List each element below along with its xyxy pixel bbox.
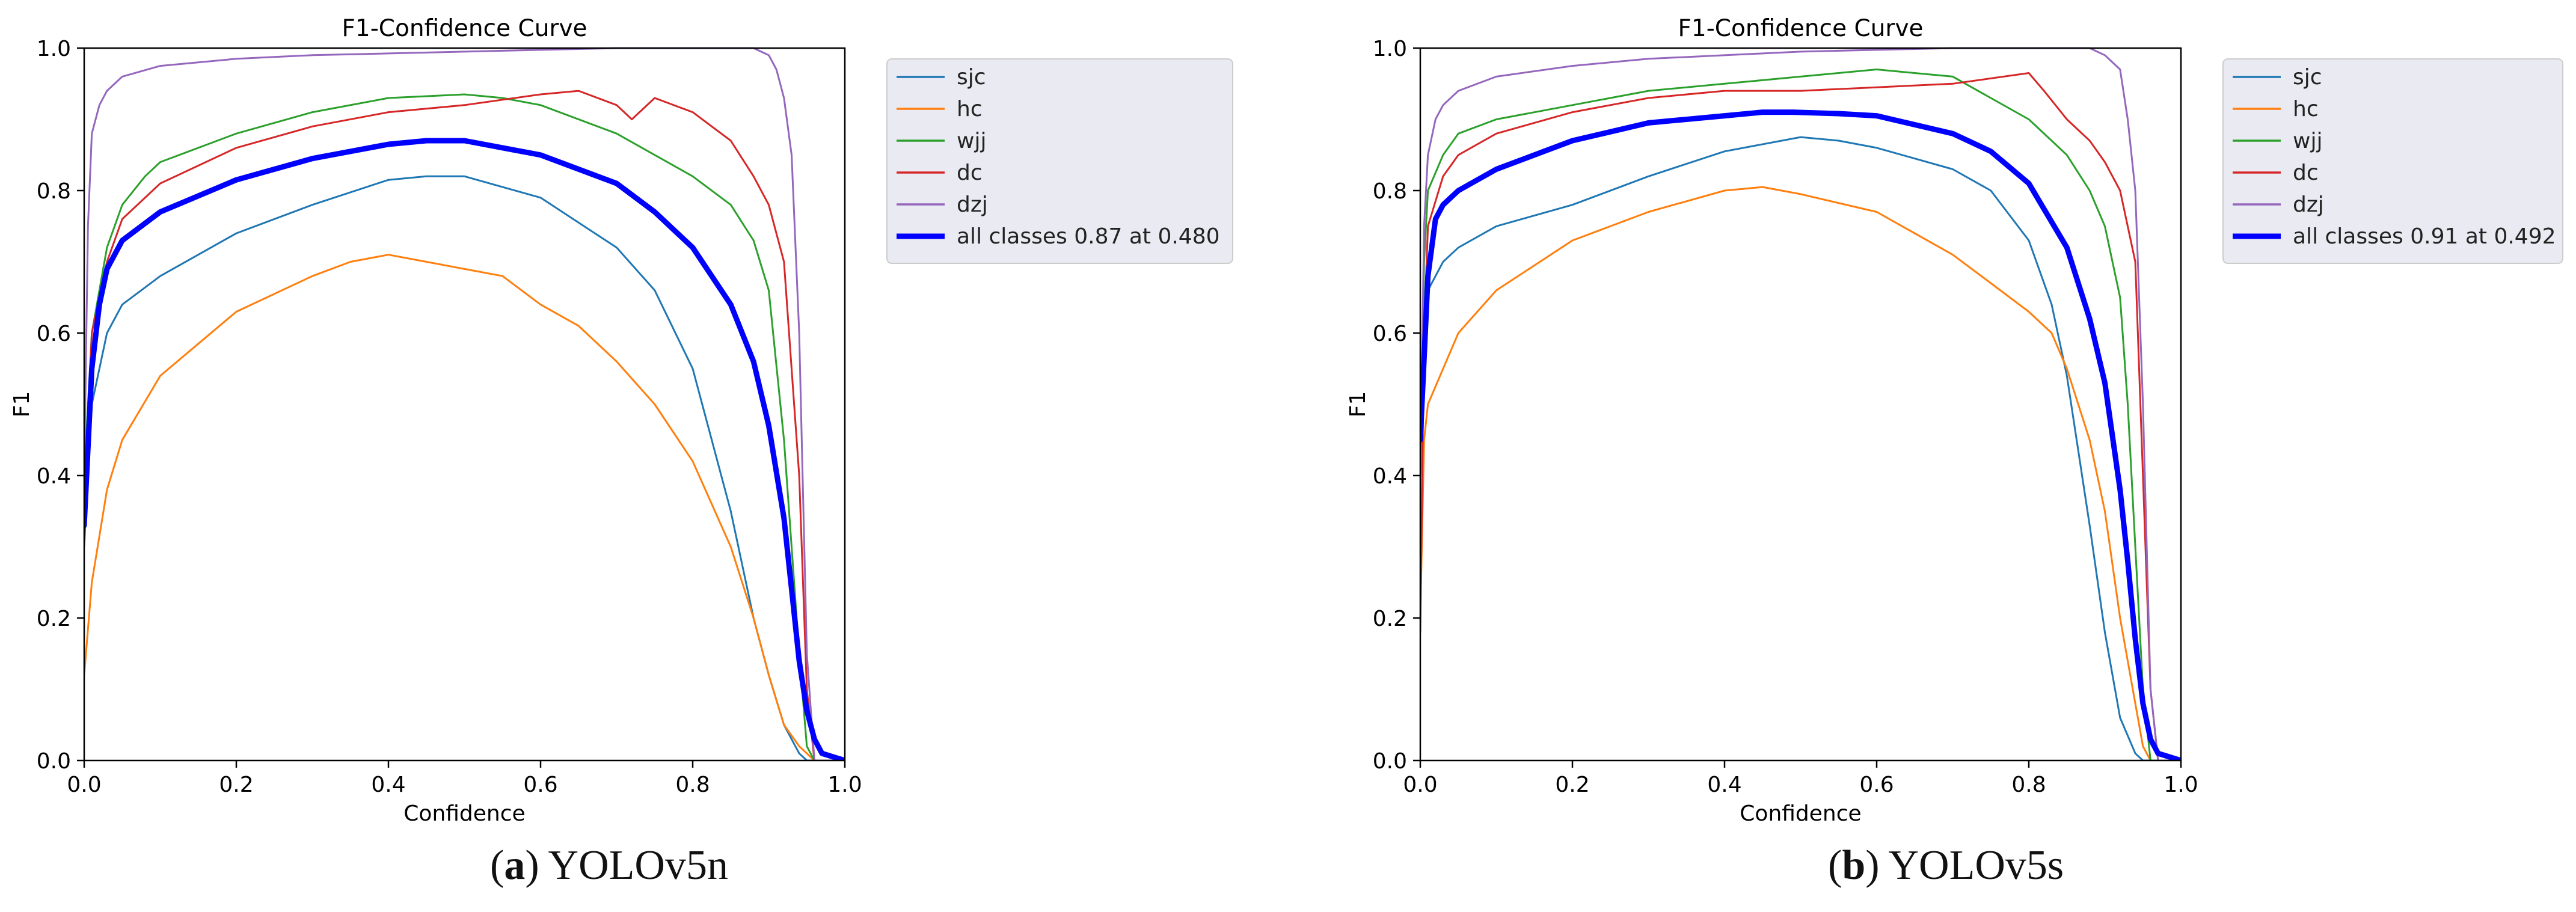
x-tick-label: 0.0: [67, 773, 101, 797]
y-tick-label: 1.0: [1373, 37, 1407, 61]
legend-label: all classes 0.87 at 0.480: [957, 224, 1220, 249]
series-line-hc: [1420, 186, 2181, 761]
legend-label: hc: [957, 97, 983, 121]
legend-box: [2222, 58, 2563, 264]
chart-panel-a: 0.0 0.2 0.4 0.6 0.8 1.0 0.0 0.2 0.4 0.6 0.8 1.0 F1-C…: [10, 15, 1233, 889]
f1-confidence-chart-a: 0.0 0.2 0.4 0.6 0.8 1.0 0.0 0.2 0.4 0.6 0.8 1.0 F1-C…: [10, 15, 1233, 826]
series-group: [1420, 47, 2181, 761]
y-tick-label: 0.4: [1373, 464, 1407, 489]
legend-label: dzj: [2293, 192, 2324, 217]
y-tick-label: 0.0: [1373, 749, 1407, 774]
y-tick-label: 0.2: [1373, 607, 1407, 631]
chart-title: F1-Confidence Curve: [1678, 15, 1923, 42]
x-tick-label: 0.4: [371, 773, 405, 797]
x-tick-label: 0.6: [1859, 773, 1894, 797]
caption-b-letter: b: [1842, 842, 1866, 889]
chart-panel-b: 0.0 0.2 0.4 0.6 0.8 1.0 0.0 0.2 0.4 0.6 0.8 1.0 F1-C…: [1336, 0, 2576, 912]
series-line-dc: [84, 90, 845, 761]
y-tick-label: 0.6: [1373, 322, 1407, 346]
y-axis-label: F1: [10, 391, 34, 418]
x-tick-label: 0.8: [2011, 773, 2046, 797]
axes-frame: [83, 47, 846, 762]
y-tick-label: 0.8: [1373, 179, 1407, 204]
y-tick-label: 0.6: [37, 322, 71, 346]
legend-label: all classes 0.91 at 0.492: [2293, 224, 2556, 249]
x-axis-label: Confidence: [403, 801, 525, 826]
series-line-dc: [1420, 72, 2181, 761]
series-line-wjj: [1420, 69, 2181, 761]
x-tick-label: 0.8: [675, 773, 710, 797]
x-tick-label: 1.0: [2164, 773, 2198, 797]
chart-title: F1-Confidence Curve: [342, 15, 587, 42]
plot-area: [1420, 48, 2181, 761]
y-tick-label: 0.2: [37, 607, 71, 631]
caption-a-text: YOLOv5n: [548, 842, 728, 889]
y-tick-label: 0.4: [37, 464, 71, 489]
x-tick-label: 1.0: [827, 773, 862, 797]
x-tick-label: 0.4: [1707, 773, 1741, 797]
legend-label: wjj: [2293, 129, 2322, 153]
caption-a: (a) YOLOv5n: [490, 842, 728, 889]
y-tick-label: 1.0: [37, 37, 71, 61]
axes-frame: [1419, 47, 2182, 762]
series-line-sjc: [1420, 136, 2181, 761]
y-axis-label: F1: [1346, 391, 1370, 418]
legend-label: dc: [957, 161, 983, 185]
x-tick-label: 0.0: [1403, 773, 1437, 797]
legend-label: sjc: [957, 65, 986, 90]
series-line-all-classes: [1420, 109, 2181, 761]
caption-b: (b) YOLOv5s: [1828, 842, 2064, 889]
legend-box: [886, 58, 1233, 264]
x-tick-label: 0.2: [1555, 773, 1589, 797]
f1-confidence-chart-b: 0.0 0.2 0.4 0.6 0.8 1.0 0.0 0.2 0.4 0.6 0.8 1.0 F1-C…: [1346, 15, 2563, 826]
x-axis-label: Confidence: [1740, 801, 1861, 826]
legend-label: dzj: [957, 192, 988, 217]
series-line-wjj: [84, 93, 845, 761]
legend-label: dc: [2293, 161, 2319, 185]
legend-label: wjj: [957, 129, 986, 153]
y-tick-label: 0.8: [37, 179, 71, 204]
x-tick-label: 0.6: [523, 773, 557, 797]
x-tick-label: 0.2: [219, 773, 253, 797]
plot-area: [84, 48, 845, 761]
caption-b-text: YOLOv5s: [1888, 842, 2064, 889]
legend-label: hc: [2293, 97, 2319, 121]
caption-a-letter: a: [504, 842, 526, 889]
series-line-hc: [84, 254, 845, 761]
series-line-all-classes: [84, 138, 845, 761]
y-tick-label: 0.0: [37, 749, 71, 774]
legend-label: sjc: [2293, 65, 2322, 90]
